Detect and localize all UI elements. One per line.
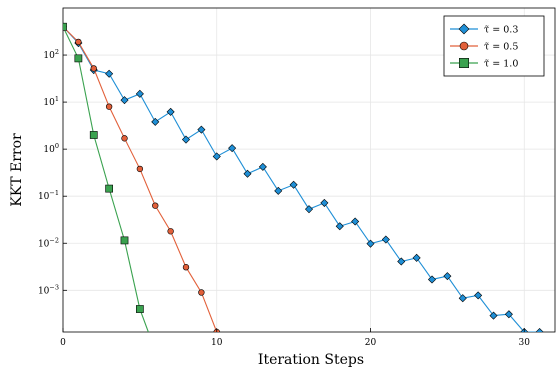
legend-label: τ̃ = 0.5 [484, 42, 518, 53]
plot-frame [62, 7, 556, 333]
data-point [427, 275, 437, 284]
data-point [289, 180, 298, 189]
data-point [105, 103, 113, 110]
data-point [504, 310, 513, 319]
data-point [335, 222, 344, 231]
data-point [258, 162, 267, 171]
series-3 [63, 22, 149, 332]
data-point [181, 135, 191, 144]
series-line [63, 26, 218, 332]
data-point [136, 165, 144, 173]
data-point [105, 184, 113, 193]
data-point [136, 305, 144, 313]
series-layer [63, 22, 544, 332]
data-point [135, 89, 144, 98]
y-tick-label: 101 [43, 95, 59, 108]
data-point [243, 169, 252, 178]
data-point [458, 294, 467, 303]
x-axis-title: Iteration Steps [258, 352, 364, 368]
data-point [151, 117, 160, 126]
data-point [63, 22, 67, 31]
data-point [121, 135, 128, 142]
legend-label: τ̃ = 0.3 [484, 25, 518, 36]
data-point [535, 327, 544, 332]
data-point [412, 253, 421, 262]
y-tick-label: 10−2 [38, 236, 59, 249]
x-tick-label: 10 [211, 338, 223, 348]
data-point [90, 65, 97, 72]
legend-marker [459, 58, 469, 68]
x-tick-label: 30 [519, 338, 531, 348]
data-point [182, 264, 190, 271]
data-point [443, 272, 452, 281]
data-point [105, 69, 114, 78]
y-tick-label: 100 [43, 142, 59, 155]
y-tick-label: 10−1 [38, 189, 59, 202]
data-point [397, 257, 406, 266]
data-point [120, 236, 129, 245]
data-point [75, 38, 82, 46]
y-tick-label: 10−3 [38, 283, 59, 296]
legend-marker [458, 23, 470, 35]
legend-label: τ̃ = 1.0 [484, 59, 518, 70]
y-tick-label: 102 [43, 48, 59, 61]
legend-marker [459, 41, 469, 51]
data-point [120, 96, 129, 105]
x-tick-label: 20 [365, 338, 377, 348]
data-point [212, 152, 221, 161]
y-axis-title: KKT Error [9, 133, 25, 207]
data-point [274, 186, 283, 195]
data-point [474, 291, 483, 300]
data-point [152, 202, 159, 209]
data-point [197, 125, 206, 134]
data-point [489, 311, 498, 320]
data-point [351, 217, 360, 226]
data-point [89, 131, 98, 139]
data-point [167, 228, 174, 235]
data-point [198, 289, 205, 296]
series-line [63, 26, 540, 332]
data-point [381, 235, 390, 244]
legend: τ̃ = 0.3 τ̃ = 0.5 τ̃ = 1.0 [443, 15, 545, 77]
data-point [366, 239, 375, 248]
x-tick-label: 0 [60, 338, 66, 348]
tick-layer: 0 10 20 30 10−3 10−2 10−1 100 101 102 [38, 48, 530, 348]
series-2 [63, 23, 220, 332]
data-point [74, 54, 83, 63]
data-point [166, 107, 175, 116]
data-point [320, 198, 329, 207]
legend-item: τ̃ = 1.0 [450, 58, 518, 70]
data-point [228, 144, 237, 153]
legend-item: τ̃ = 0.5 [450, 42, 518, 53]
legend-item: τ̃ = 0.3 [450, 23, 518, 36]
data-point [304, 205, 314, 214]
